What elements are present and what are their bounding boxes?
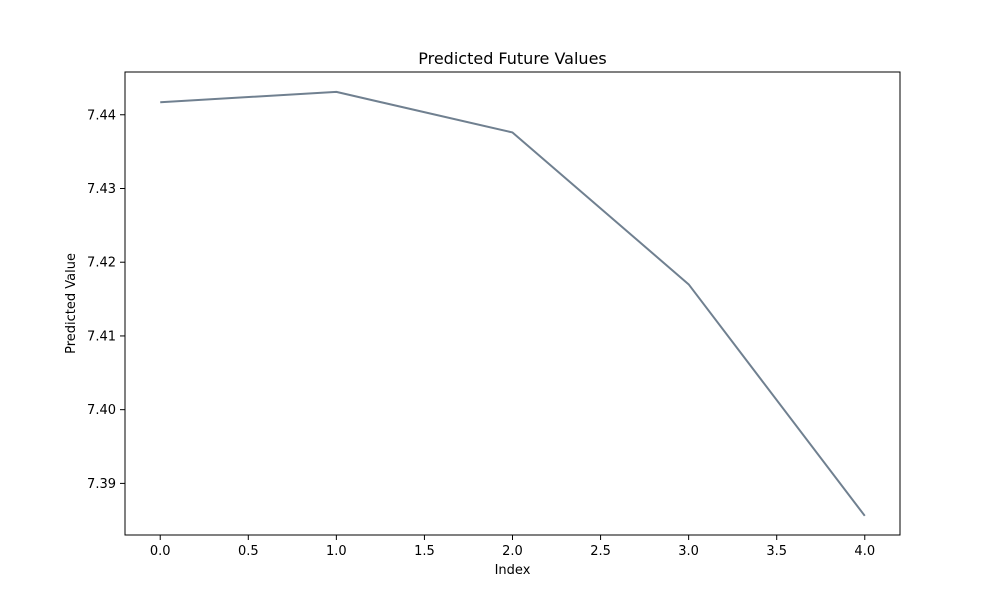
x-tick-label: 3.5 bbox=[766, 544, 787, 559]
x-tick-label: 0.5 bbox=[238, 544, 259, 559]
x-tick-label: 0.0 bbox=[150, 544, 171, 559]
y-tick-label: 7.40 bbox=[87, 403, 116, 418]
chart-title: Predicted Future Values bbox=[418, 49, 607, 68]
series-line bbox=[160, 90, 866, 517]
plot-area: 0.0 0.5 1.0 1.5 2.0 2.5 3.0 3.5 4.0 7.39 7.40 7.41 7… bbox=[87, 71, 901, 559]
x-tick-label: 4.0 bbox=[854, 544, 875, 559]
y-tick-label: 7.44 bbox=[87, 108, 116, 123]
y-tick-label: 7.43 bbox=[87, 182, 116, 197]
y-axis-label: Predicted Value bbox=[64, 253, 79, 354]
x-tick-label: 2.0 bbox=[502, 544, 523, 559]
x-axis-label: Index bbox=[495, 563, 531, 578]
x-tick-label: 1.0 bbox=[326, 544, 347, 559]
y-tick-label: 7.42 bbox=[87, 256, 116, 271]
x-tick-label: 3.0 bbox=[678, 544, 699, 559]
y-tick-label: 7.39 bbox=[87, 477, 116, 492]
y-tick-label: 7.41 bbox=[87, 329, 116, 344]
x-tick-label: 2.5 bbox=[590, 544, 611, 559]
plot-frame bbox=[124, 71, 901, 536]
x-tick-label: 1.5 bbox=[414, 544, 435, 559]
